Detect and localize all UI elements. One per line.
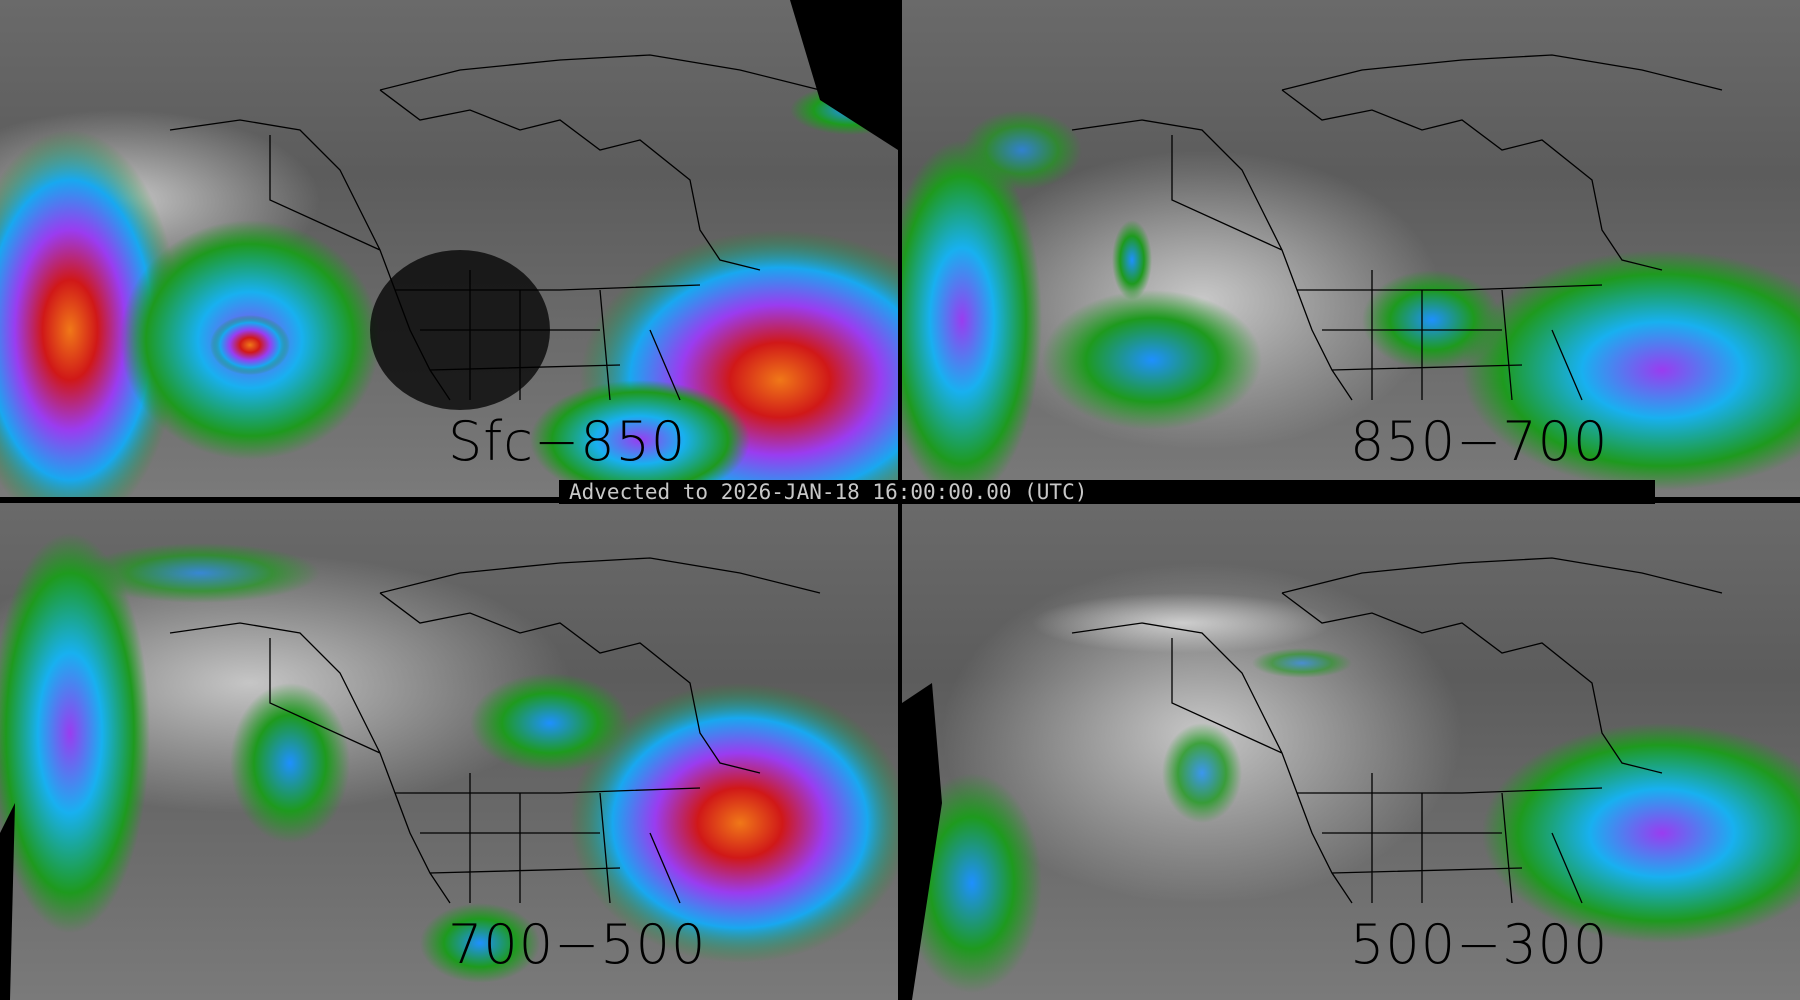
map-850-700 [902, 0, 1800, 497]
layer-label: 700−500 [448, 913, 707, 976]
layer-label: Sfc−850 [448, 410, 687, 473]
panel-700-500: 700−500 [0, 503, 898, 1000]
panel-500-300: 500−300 [902, 503, 1800, 1000]
map-sfc-850 [0, 0, 898, 497]
map-500-300 [902, 503, 1800, 1000]
panel-850-700: 850−700 [902, 0, 1800, 497]
panel-sfc-850: Sfc−850 [0, 0, 898, 497]
layer-label: 850−700 [1350, 410, 1609, 473]
layer-label: 500−300 [1350, 913, 1609, 976]
map-700-500 [0, 503, 898, 1000]
timestamp-bar: Advected to 2026-JAN-18 16:00:00.00 (UTC… [559, 480, 1655, 504]
